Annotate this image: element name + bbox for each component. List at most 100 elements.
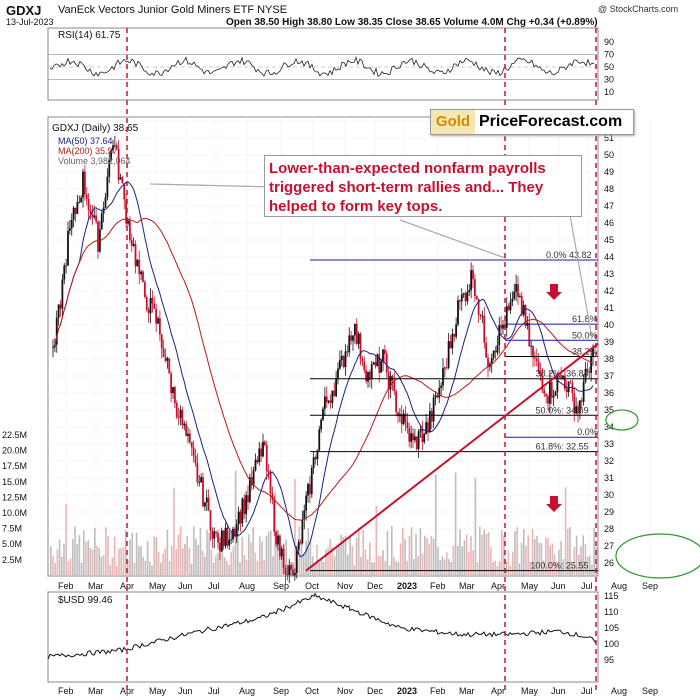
candle-body bbox=[143, 281, 146, 297]
candle-body bbox=[464, 293, 467, 302]
volume-bar bbox=[96, 546, 98, 576]
volume-bar bbox=[520, 542, 523, 576]
candle-body bbox=[460, 294, 463, 302]
volume-bar bbox=[74, 526, 76, 576]
candle-body bbox=[273, 499, 276, 532]
candle-body bbox=[382, 349, 384, 362]
volume-bar bbox=[153, 536, 155, 576]
volume-bar bbox=[472, 550, 474, 576]
candle-body bbox=[68, 228, 71, 231]
volume-bar bbox=[256, 561, 259, 576]
x-tick-label-bottom: Jun bbox=[178, 686, 193, 696]
volume-bar bbox=[61, 556, 63, 576]
rsi-tick-label: 10 bbox=[604, 87, 614, 97]
volume-bar bbox=[542, 560, 545, 576]
price-tick-label: 28 bbox=[604, 524, 614, 534]
rsi-tick-label: 70 bbox=[604, 50, 614, 60]
x-tick-label-bottom: Nov bbox=[337, 686, 354, 696]
volume-bar bbox=[281, 553, 283, 576]
candle-body bbox=[82, 171, 84, 198]
usd-tick-label: 100 bbox=[604, 639, 619, 649]
volume-bar bbox=[573, 547, 576, 576]
candle-body bbox=[265, 445, 268, 472]
volume-bar bbox=[263, 560, 265, 576]
rsi-line bbox=[49, 56, 595, 78]
volume-bar bbox=[402, 528, 404, 576]
volume-bar bbox=[300, 543, 303, 576]
volume-bar bbox=[463, 540, 466, 576]
candle-body bbox=[202, 477, 204, 507]
price-tick-label: 41 bbox=[604, 303, 614, 313]
candle-body bbox=[558, 376, 561, 377]
x-tick-label: Jul bbox=[208, 581, 220, 591]
candle-body bbox=[121, 177, 124, 184]
candle-body bbox=[113, 145, 116, 147]
candle-body bbox=[119, 177, 122, 180]
volume-bar bbox=[157, 551, 160, 576]
candle-body bbox=[297, 542, 300, 550]
x-tick-label-bottom: Mar bbox=[459, 686, 475, 696]
volume-bar bbox=[195, 538, 197, 576]
volume-bar bbox=[428, 543, 430, 576]
volume-bar bbox=[518, 563, 521, 576]
candle-body bbox=[215, 531, 218, 534]
volume-bar bbox=[177, 534, 180, 576]
volume-bar bbox=[164, 548, 166, 576]
volume-bar bbox=[72, 539, 74, 576]
volume-bar bbox=[67, 561, 70, 576]
candle-body bbox=[427, 422, 429, 433]
volume-bar bbox=[278, 547, 281, 576]
fib-level-label: 61.8% bbox=[572, 314, 598, 324]
volume-bar bbox=[498, 561, 501, 576]
volume-bar bbox=[237, 528, 239, 576]
volume-bar bbox=[65, 503, 67, 576]
candle-body bbox=[314, 457, 317, 460]
volume-bar bbox=[83, 530, 85, 576]
target-ellipse bbox=[605, 409, 639, 431]
rsi-tick-label: 90 bbox=[604, 37, 614, 47]
candle-body bbox=[533, 357, 536, 359]
volume-bar bbox=[487, 532, 490, 576]
volume-tick-label: 20.0M bbox=[2, 446, 27, 456]
candle-body bbox=[383, 349, 386, 354]
volume-bar bbox=[430, 535, 433, 576]
price-tick-label: 39 bbox=[604, 337, 614, 347]
candle-body bbox=[560, 376, 563, 379]
x-tick-label: Nov bbox=[337, 581, 354, 591]
volume-bar bbox=[575, 535, 578, 576]
price-tick-label: 43 bbox=[604, 269, 614, 279]
price-tick-label: 45 bbox=[604, 235, 614, 245]
candle-body bbox=[239, 511, 242, 524]
candle-body bbox=[502, 324, 504, 329]
candle-body bbox=[535, 358, 538, 362]
candle-body bbox=[125, 199, 128, 224]
ma200-line bbox=[52, 218, 594, 521]
volume-bar bbox=[274, 492, 276, 576]
volume-bar bbox=[564, 487, 567, 576]
candle-body bbox=[537, 361, 540, 373]
fib-level-label: 100.0%: 25.55 bbox=[530, 561, 588, 571]
volume-bar bbox=[133, 562, 136, 576]
volume-bar bbox=[560, 541, 562, 576]
candle-body bbox=[104, 197, 107, 208]
candle-body bbox=[222, 530, 225, 546]
candle-body bbox=[149, 297, 152, 314]
volume-bar bbox=[534, 538, 536, 576]
volume-bar bbox=[151, 565, 153, 576]
volume-bar bbox=[582, 535, 584, 576]
candle-body bbox=[554, 391, 557, 396]
volume-bar bbox=[250, 542, 252, 576]
volume-bar bbox=[479, 526, 481, 576]
candle-body bbox=[59, 304, 62, 309]
volume-bar bbox=[314, 563, 316, 576]
candle-body bbox=[207, 497, 210, 511]
volume-bar bbox=[98, 547, 100, 576]
candle-body bbox=[138, 259, 141, 275]
chart-date: 13-Jul-2023 bbox=[6, 17, 54, 27]
candle-body bbox=[280, 548, 283, 557]
candle-body bbox=[190, 442, 193, 448]
volume-bar bbox=[261, 541, 263, 576]
volume-bar bbox=[184, 543, 186, 576]
volume-bar bbox=[426, 537, 428, 576]
down-arrow-marker bbox=[546, 496, 562, 512]
